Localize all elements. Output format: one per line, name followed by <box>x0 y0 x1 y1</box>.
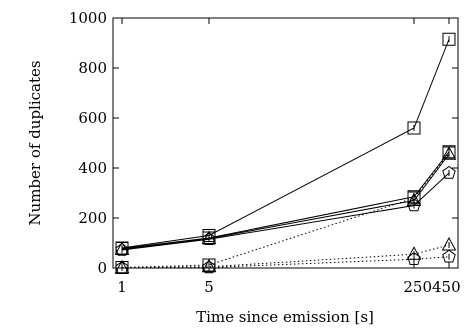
series-line <box>121 39 450 249</box>
square-marker <box>442 146 456 160</box>
series-4 <box>115 165 456 256</box>
series-2 <box>115 145 456 255</box>
pentagon-marker <box>442 249 456 263</box>
triangle-marker <box>201 258 217 273</box>
y-tick-label: 800 <box>78 59 107 77</box>
triangle-marker <box>201 230 217 244</box>
pentagon-marker <box>407 198 421 212</box>
y-tick-label: 1000 <box>69 9 107 27</box>
x-tick-label: 1 <box>117 278 127 296</box>
plot-frame <box>112 17 459 269</box>
x-tick-label: 250450 <box>403 278 460 296</box>
pentagon-marker <box>407 252 421 266</box>
series-5 <box>115 146 456 274</box>
y-tick-label: 400 <box>78 159 107 177</box>
plot-area-border <box>112 17 459 269</box>
y-tick-label: 600 <box>78 109 107 127</box>
triangle-marker <box>114 241 130 255</box>
pentagon-marker <box>202 232 216 246</box>
series-line <box>121 153 450 250</box>
x-axis-title: Time since emission [s] <box>196 308 374 326</box>
x-tick-label: 5 <box>204 278 214 296</box>
series-line <box>121 244 450 269</box>
square-marker <box>407 191 421 205</box>
y-tick-label: 200 <box>78 209 107 227</box>
pentagon-marker <box>115 260 129 274</box>
series-layer <box>114 32 457 274</box>
square-marker <box>407 121 421 135</box>
series-line <box>121 151 450 249</box>
pentagon-marker <box>202 260 216 274</box>
series-line <box>121 172 450 251</box>
pentagon-marker <box>115 242 129 256</box>
y-tick-label: 0 <box>97 259 107 277</box>
triangle-marker <box>114 259 130 274</box>
y-axis: 0 200 400 600 800 1000 <box>69 9 458 277</box>
x-axis: 1 5 250450 <box>117 18 461 296</box>
y-axis-title: Number of duplicates <box>26 60 44 225</box>
series-7 <box>115 249 456 274</box>
pentagon-marker <box>442 165 456 179</box>
series-line <box>121 152 450 268</box>
square-marker <box>442 32 456 46</box>
series-1 <box>115 32 456 255</box>
